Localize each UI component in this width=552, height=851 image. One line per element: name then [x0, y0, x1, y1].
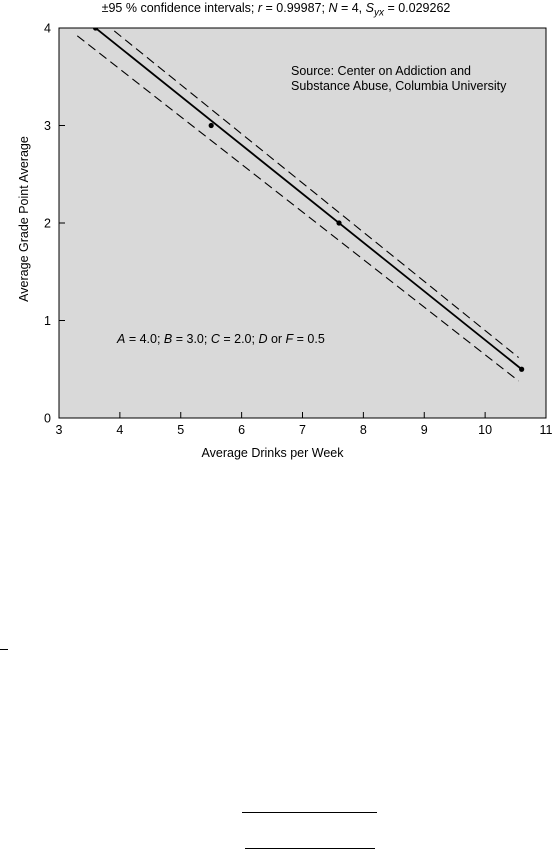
grade-scale-part-8: or	[267, 332, 285, 346]
grade-scale-part-4: = 3.0;	[172, 332, 211, 346]
stat-syx: Syx = 0.029262	[365, 1, 451, 19]
y-tick-label-3: 3	[44, 119, 51, 133]
x-tick-label-9: 9	[421, 423, 428, 437]
data-point-4	[519, 366, 525, 372]
y-tick-label-1: 1	[44, 314, 51, 328]
y-tick-label-0: 0	[44, 412, 51, 426]
stat-syx-subscript: yx	[373, 7, 384, 19]
stat-r-symbol: r	[257, 1, 263, 15]
x-tick-label-3: 3	[56, 423, 63, 437]
grade-scale-part-6: = 2.0;	[220, 332, 259, 346]
x-tick-label-5: 5	[177, 423, 184, 437]
y-tick-label-2: 2	[44, 217, 51, 231]
stat-syx-symbol: S	[365, 1, 374, 15]
upper-confidence-line	[109, 28, 519, 358]
stat-n-value: = 4,	[337, 1, 366, 15]
blank-rule-lower	[245, 848, 375, 849]
grade-scale-part-9: F	[286, 332, 295, 346]
title-prefix: ±95 % confidence intervals;	[101, 1, 258, 15]
plot-series	[76, 28, 525, 382]
blank-rule-upper	[242, 812, 377, 813]
grade-scale-part-5: C	[211, 332, 221, 346]
stat-n: N = 4,	[328, 1, 365, 15]
stat-r-value: = 0.99987;	[262, 1, 329, 15]
x-tick-label-8: 8	[360, 423, 367, 437]
grade-scale-note: A = 4.0; B = 3.0; C = 2.0; D or F = 0.5	[116, 332, 325, 346]
stat-r: r = 0.99987;	[258, 1, 329, 15]
x-tick-label-10: 10	[478, 423, 492, 437]
margin-rule-left	[0, 649, 8, 650]
stat-syx-value: = 0.029262	[383, 1, 451, 15]
data-point-3	[336, 220, 342, 226]
y-axis-label: Average Grade Point Average	[17, 136, 31, 302]
chart-title: ±95 % confidence intervals; r = 0.99987;…	[0, 1, 552, 19]
source-note-line-1: Source: Center on Addiction and	[291, 64, 471, 78]
y-tick-label-4: 4	[44, 22, 51, 36]
x-tick-label-4: 4	[116, 423, 123, 437]
regression-line	[94, 28, 523, 370]
grade-scale-part-1: A	[116, 332, 125, 346]
x-tick-label-6: 6	[238, 423, 245, 437]
x-axis-label: Average Drinks per Week	[202, 446, 345, 460]
data-point-1	[92, 28, 99, 31]
stat-n-symbol: N	[328, 1, 338, 15]
grade-scale-part-2: = 4.0;	[125, 332, 164, 346]
grade-scale-part-7: D	[258, 332, 267, 346]
lower-confidence-line	[76, 35, 519, 382]
data-point-2	[208, 122, 214, 129]
grade-scale-part-3: B	[164, 332, 172, 346]
x-tick-label-11: 11	[540, 423, 552, 437]
x-tick-label-7: 7	[299, 423, 306, 437]
grade-scale-part-10: = 0.5	[293, 332, 325, 346]
source-note-line-2: Substance Abuse, Columbia University	[291, 79, 507, 93]
regression-chart: 3 4 5 6 7 8 9 10 11 0 1 2 3 4 Average Drinks per Week A…	[17, 22, 552, 461]
